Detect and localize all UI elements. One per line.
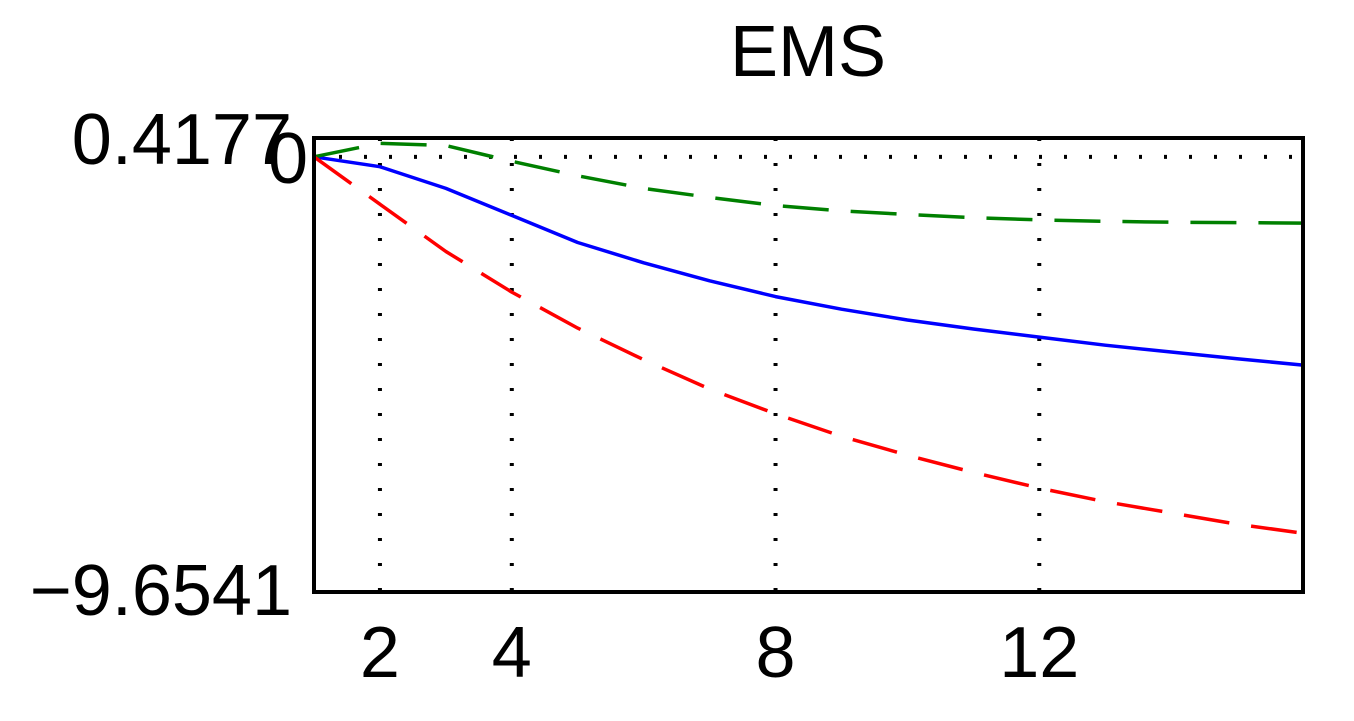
plot-frame: [312, 136, 1305, 594]
y-tick-label: 0: [268, 119, 308, 199]
grid-lines: [314, 138, 1303, 592]
x-tick-label: 2: [360, 613, 400, 693]
x-tick-label: 8: [756, 613, 796, 693]
series-line-3: [312, 155, 1304, 535]
chart-title: EMS: [730, 12, 886, 92]
series-line-2: [313, 141, 1304, 225]
series-layer: [312, 141, 1304, 535]
x-tick-label: 4: [492, 613, 532, 693]
x-tick-label: 12: [999, 613, 1079, 693]
series-line-1: [313, 155, 1304, 367]
y-tick-label: −9.6541: [30, 551, 292, 631]
y-tick-label: 0.4177: [72, 100, 292, 180]
